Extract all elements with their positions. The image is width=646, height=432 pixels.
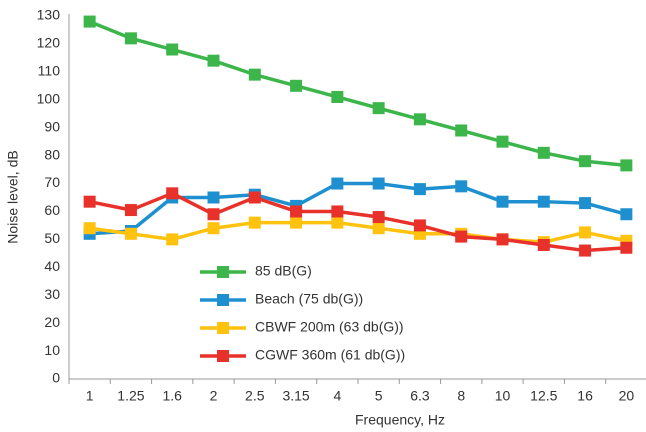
point xyxy=(248,191,261,204)
point xyxy=(207,191,220,204)
point xyxy=(207,222,220,235)
y-tick-label: 120 xyxy=(37,35,61,51)
legend-marker xyxy=(217,350,229,362)
point xyxy=(331,177,344,190)
point xyxy=(83,222,96,235)
point xyxy=(124,204,137,217)
point xyxy=(207,54,220,67)
point xyxy=(331,205,344,218)
point xyxy=(290,216,303,229)
y-tick-label: 70 xyxy=(44,174,60,190)
y-tick-label: 0 xyxy=(52,370,60,386)
x-tick-label: 6.3 xyxy=(410,388,430,404)
point xyxy=(620,241,633,254)
y-tick-label: 130 xyxy=(37,7,61,23)
legend-label: Beach (75 db(G)) xyxy=(255,291,363,307)
y-tick-label: 90 xyxy=(44,118,60,134)
point xyxy=(166,187,179,200)
point xyxy=(413,183,426,196)
x-tick-label: 1.6 xyxy=(162,388,182,404)
point xyxy=(248,216,261,229)
series-line xyxy=(89,191,627,253)
x-tick-label: 1.25 xyxy=(117,388,144,404)
point xyxy=(290,79,303,92)
point xyxy=(579,155,592,168)
point xyxy=(455,230,468,243)
point xyxy=(413,219,426,232)
point xyxy=(124,32,137,45)
x-tick-label: 4 xyxy=(333,388,341,404)
point xyxy=(372,177,385,190)
series-line xyxy=(89,220,627,244)
y-tick-label: 50 xyxy=(44,230,60,246)
legend-label: 85 dB(G) xyxy=(255,263,312,279)
y-tick-label: 60 xyxy=(44,202,60,218)
x-tick-label: 1 xyxy=(86,388,94,404)
legend-marker xyxy=(217,266,229,278)
x-tick-label: 10 xyxy=(495,388,511,404)
point xyxy=(372,102,385,115)
point xyxy=(207,208,220,221)
y-tick-label: 30 xyxy=(44,286,60,302)
point xyxy=(455,180,468,193)
x-axis-label: Frequency, Hz xyxy=(355,412,445,428)
y-tick-label: 110 xyxy=(38,63,61,79)
point xyxy=(620,159,633,172)
y-tick-label: 80 xyxy=(44,146,60,162)
y-axis-label: Noise level, dB xyxy=(5,150,21,243)
point xyxy=(331,90,344,103)
y-tick-label: 20 xyxy=(44,314,60,330)
point xyxy=(620,208,633,221)
point xyxy=(166,233,179,246)
legend-marker xyxy=(217,294,229,306)
point xyxy=(537,195,550,208)
point xyxy=(496,233,509,246)
point xyxy=(537,238,550,251)
x-tick-label: 5 xyxy=(375,388,383,404)
legend-label: CGWF 360m (61 db(G)) xyxy=(255,347,405,363)
series-line xyxy=(88,19,627,168)
point xyxy=(331,216,344,229)
point xyxy=(496,195,509,208)
point xyxy=(83,15,96,28)
x-tick-label: 2 xyxy=(210,388,218,404)
x-tick-label: 16 xyxy=(577,388,593,404)
y-tick-label: 10 xyxy=(44,342,60,358)
point xyxy=(372,222,385,235)
point xyxy=(579,197,592,210)
x-tick-label: 2.5 xyxy=(245,388,265,404)
point xyxy=(496,135,509,148)
point xyxy=(83,195,96,208)
point xyxy=(579,244,592,257)
y-tick-label: 100 xyxy=(37,90,61,106)
point xyxy=(372,211,385,224)
x-tick-label: 12.5 xyxy=(530,388,557,404)
point xyxy=(537,146,550,159)
point xyxy=(166,43,179,56)
point xyxy=(579,226,592,239)
legend-label: CBWF 200m (63 db(G)) xyxy=(255,319,404,335)
y-tick-label: 40 xyxy=(44,258,60,274)
x-tick-label: 8 xyxy=(457,388,465,404)
point xyxy=(413,113,426,126)
x-tick-label: 20 xyxy=(619,388,635,404)
point xyxy=(290,205,303,218)
point xyxy=(248,68,261,81)
x-tick-label: 3.15 xyxy=(282,388,309,404)
point xyxy=(455,124,468,137)
point xyxy=(124,227,137,240)
legend-marker xyxy=(217,322,229,334)
